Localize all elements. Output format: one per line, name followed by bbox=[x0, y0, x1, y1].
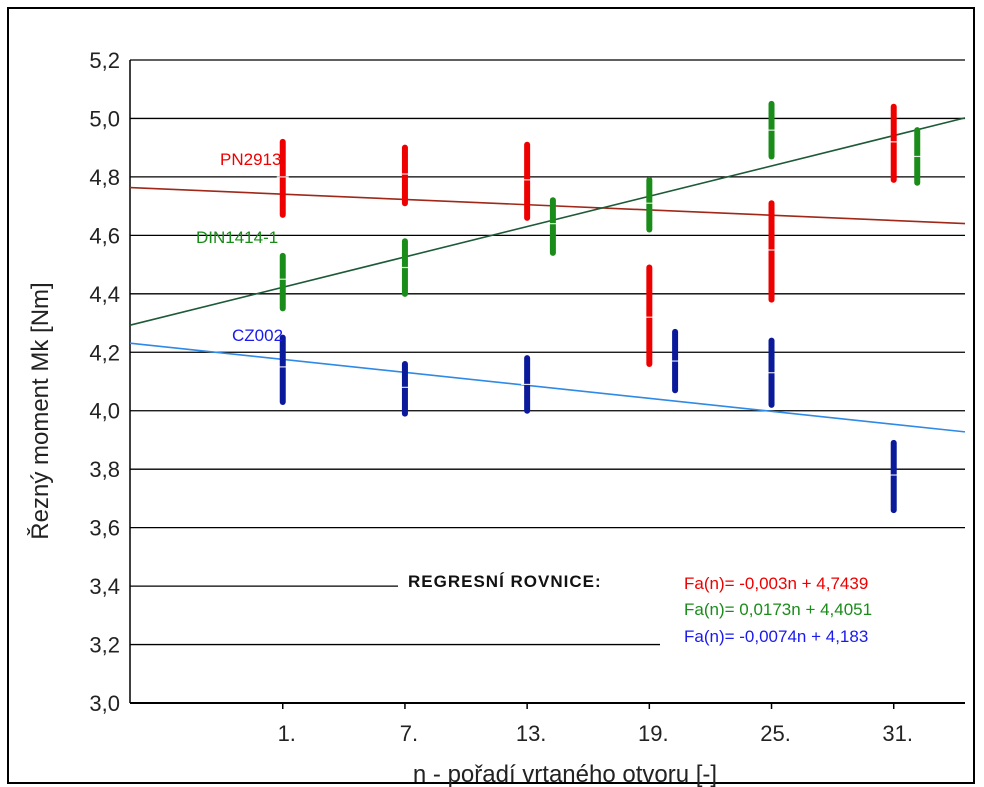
legend-backdrop-1 bbox=[398, 566, 670, 594]
regression-equation-din1414-1: Fa(n)= 0,0173n + 4,4051 bbox=[684, 600, 872, 619]
outer-frame bbox=[7, 7, 975, 784]
y-axis-ticks: 3,0 3,2 3,4 3,6 3,8 4,0 4,2 4,4 4,6 4,8 5,0 5,2 bbox=[89, 48, 120, 716]
x-tick-label: 13. bbox=[516, 721, 547, 746]
y-tick-label: 3,6 bbox=[89, 516, 120, 541]
y-tick-label: 4,0 bbox=[89, 399, 120, 424]
trend-line bbox=[129, 117, 966, 326]
series-label-din1414-1: DIN1414-1 bbox=[196, 228, 278, 247]
y-tick-label: 5,2 bbox=[89, 48, 120, 73]
x-tick-label: 25. bbox=[760, 721, 791, 746]
y-tick-label: 3,4 bbox=[89, 574, 120, 599]
y-tick-label: 4,6 bbox=[89, 223, 120, 248]
x-axis-ticks: 1. 7. 13. 19. 25. 31. bbox=[278, 703, 913, 746]
y-tick-label: 4,8 bbox=[89, 165, 120, 190]
x-axis-label: n - pořadí vrtaného otvoru [-] bbox=[413, 761, 717, 787]
regression-equation-pn2913: Fa(n)= -0,003n + 4,7439 bbox=[684, 574, 868, 593]
legend-backdrop-2 bbox=[660, 566, 966, 660]
series-label-pn2913: PN2913 bbox=[220, 150, 281, 169]
y-tick-label: 3,0 bbox=[89, 691, 120, 716]
x-tick-label: 31. bbox=[882, 721, 913, 746]
regression-title: REGRESNÍ ROVNICE: bbox=[408, 572, 602, 591]
y-axis-label: Řezný moment Mk [Nm] bbox=[27, 282, 54, 539]
x-tick-label: 1. bbox=[278, 721, 296, 746]
x-tick-label: 19. bbox=[638, 721, 669, 746]
data-marks bbox=[276, 100, 924, 514]
trend-lines bbox=[129, 117, 966, 433]
grid bbox=[129, 59, 965, 704]
y-tick-label: 5,0 bbox=[89, 106, 120, 131]
y-tick-label: 4,2 bbox=[89, 340, 120, 365]
trend-line bbox=[129, 342, 966, 433]
y-tick-label: 3,2 bbox=[89, 633, 120, 658]
regression-equation-cz002: Fa(n)= -0,0074n + 4,183 bbox=[684, 627, 868, 646]
x-tick-label: 7. bbox=[400, 721, 418, 746]
y-tick-label: 3,8 bbox=[89, 457, 120, 482]
series-label-cz002: CZ002 bbox=[232, 326, 283, 345]
trend-line bbox=[129, 186, 966, 225]
y-tick-label: 4,4 bbox=[89, 282, 120, 307]
